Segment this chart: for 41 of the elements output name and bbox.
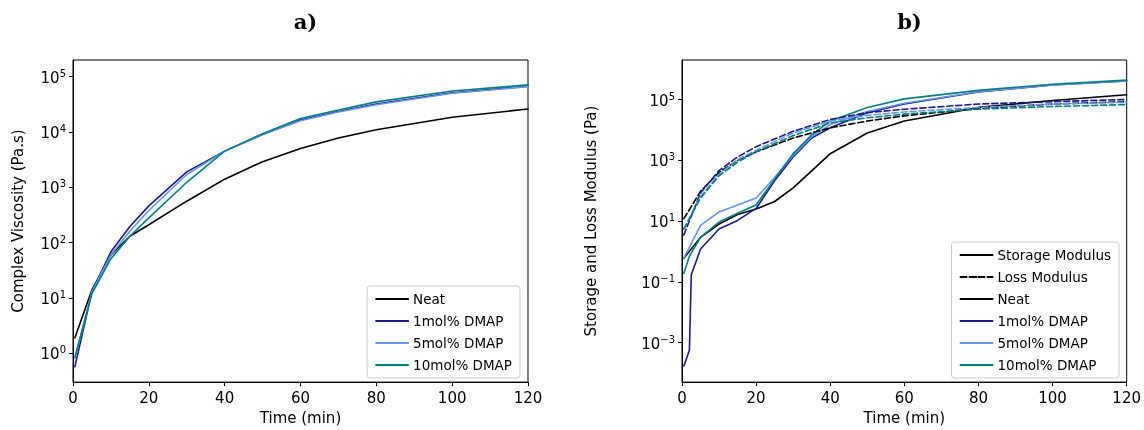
legend-label: Neat	[997, 291, 1030, 307]
y-tick-label: 10$^{2}$	[40, 233, 66, 253]
y-tick-label: 10$^{1}$	[40, 288, 66, 308]
x-tick-label: 60	[290, 388, 311, 407]
y-tick-label: 10$^{−3}$	[641, 333, 675, 353]
y-axis-title: Complex Viscosity (Pa.s)	[8, 129, 27, 313]
chart-title: a)	[293, 9, 318, 34]
y-tick-label: 10$^{5}$	[649, 90, 675, 110]
x-tick-label: 40	[820, 388, 840, 407]
x-tick-label: 0	[677, 388, 687, 407]
x-tick-label: 80	[968, 388, 988, 407]
x-axis-title: Time (min)	[258, 408, 342, 427]
y-tick-label: 10$^{3}$	[40, 177, 66, 197]
x-tick-label: 20	[139, 388, 159, 407]
x-tick-label: 60	[894, 388, 914, 407]
x-tick-label: 100	[1038, 388, 1067, 407]
x-tick-label: 80	[366, 388, 386, 407]
y-tick-label: 10$^{−1}$	[641, 272, 675, 292]
chart-title: b)	[897, 9, 922, 34]
y-tick-label: 10$^{5}$	[40, 67, 66, 87]
y-tick-label: 10$^{4}$	[40, 122, 66, 142]
legend-label: Neat	[413, 291, 446, 307]
legend-label: 10mol% DMAP	[997, 357, 1097, 373]
legend-label: 1mol% DMAP	[997, 313, 1088, 329]
legend-label: 5mol% DMAP	[997, 335, 1088, 351]
x-tick-label: 20	[746, 388, 766, 407]
y-tick-label: 10$^{3}$	[649, 150, 675, 170]
y-tick-label: 10$^{0}$	[40, 343, 66, 363]
legend-label: 1mol% DMAP	[413, 313, 504, 329]
y-axis-title: Storage and Loss Modulus (Pa)	[581, 105, 600, 337]
x-tick-label: 0	[68, 388, 78, 407]
x-tick-label: 100	[437, 388, 467, 407]
x-axis-title: Time (min)	[862, 408, 946, 427]
x-tick-label: 40	[215, 388, 235, 407]
legend-label: 10mol% DMAP	[413, 357, 513, 373]
x-tick-label: 120	[1112, 388, 1142, 407]
legend-label: Loss Modulus	[997, 269, 1088, 285]
legend-label: Storage Modulus	[997, 247, 1111, 263]
legend-label: 5mol% DMAP	[413, 335, 504, 351]
y-tick-label: 10$^{1}$	[649, 211, 675, 231]
x-tick-label: 120	[513, 388, 543, 407]
